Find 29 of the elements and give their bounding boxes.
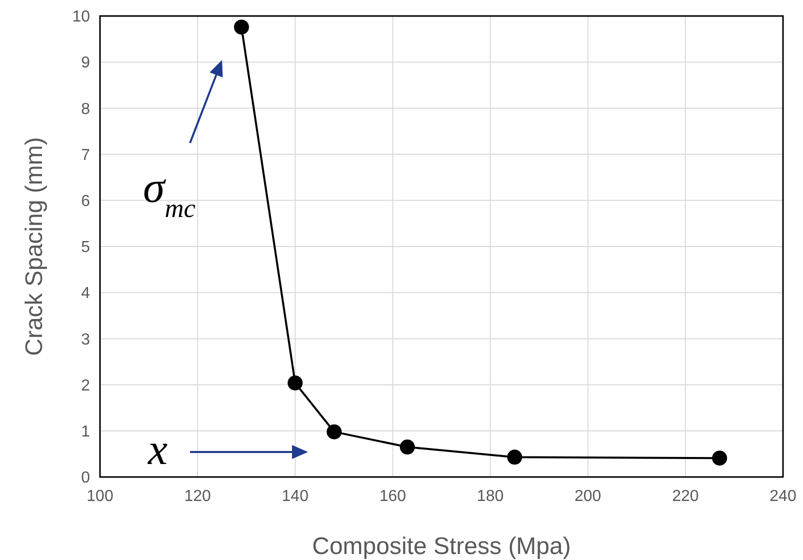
y-tick-label: 3: [81, 331, 90, 348]
x-tick-label: 160: [379, 488, 406, 505]
point: [234, 20, 249, 35]
y-tick-label: 7: [81, 146, 90, 164]
point: [712, 450, 728, 466]
annotation: σ$_{mc}$: [143, 163, 196, 223]
y-tick-label: 1: [81, 424, 90, 440]
y-tick-label: 2: [81, 377, 90, 394]
x-tick-label: 120: [184, 488, 212, 505]
x-axis-title: Composite Stress (Mpa): [312, 533, 571, 560]
point: [507, 450, 522, 465]
y-axis-title: Crack Spacing (mm): [21, 137, 48, 356]
x-tick-label: 140: [282, 488, 309, 505]
y-tick-label: 10: [72, 8, 90, 26]
x-tick-label: 200: [574, 488, 602, 505]
point: [326, 424, 342, 440]
y-tick-label: 6: [81, 193, 90, 210]
y-tick-label: 4: [81, 285, 90, 302]
x-tick-label: 100: [86, 488, 114, 505]
annotation: x: [147, 425, 168, 474]
y-tick-label: 9: [81, 54, 90, 72]
x-tick-label: 180: [476, 488, 504, 505]
point: [400, 440, 415, 455]
y-tick-label: 5: [81, 239, 90, 256]
y-tick-label: 0: [81, 470, 90, 487]
y-tick-label: 8: [81, 100, 90, 118]
x-tick-label: 220: [672, 488, 699, 505]
point: [288, 375, 303, 390]
x-tick-label: 240: [770, 488, 796, 505]
